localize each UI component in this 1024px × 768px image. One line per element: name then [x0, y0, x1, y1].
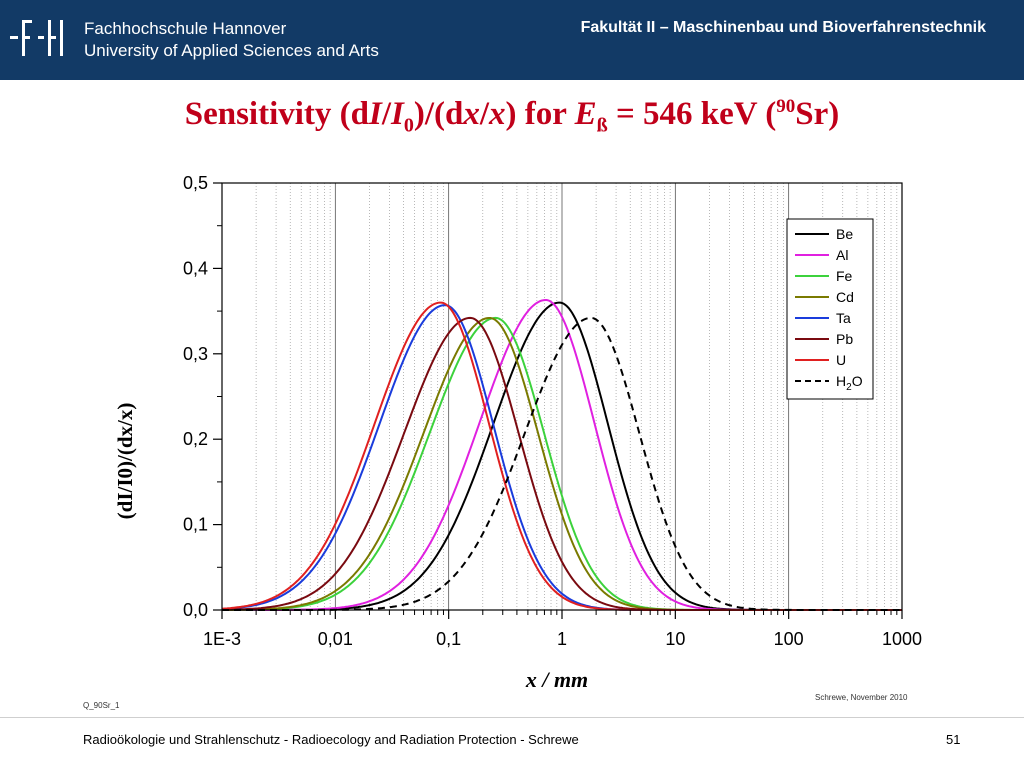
x-tick-label: 0,01	[318, 629, 353, 649]
y-axis-label: (dI/I0)/(dx/x)	[113, 403, 137, 520]
chart: 1E-3 0,01 0,1 1 10 100 10000,00,10,20,30,40,5 …	[113, 173, 922, 692]
legend-label: Ta	[836, 310, 851, 326]
school-name: Fachhochschule Hannover University of Ap…	[84, 18, 379, 62]
y-tick-label: 0,2	[183, 429, 208, 449]
x-tick-label: 0,1	[436, 629, 461, 649]
x-tick-label: 1000	[882, 629, 922, 649]
title-mid2: /	[479, 96, 490, 132]
x-tick-label: 1E-3	[203, 629, 241, 649]
faculty-name: Fakultät II – Maschinenbau und Bioverfah…	[580, 19, 986, 36]
footer-text: Radioökologie und Strahlenschutz - Radio…	[83, 732, 579, 747]
title-x: x	[463, 96, 480, 132]
legend: Be Al Fe Cd Ta Pb U H2O	[786, 218, 874, 400]
title-mid: )/(d	[413, 96, 464, 132]
legend-label: Fe	[836, 268, 853, 284]
title-E: E	[574, 96, 597, 132]
university-logo	[10, 20, 63, 56]
title-prefix: Sensitivity (d	[184, 96, 370, 132]
y-tick-label: 0,1	[183, 515, 208, 535]
school-name-line2: University of Applied Sciences and Arts	[84, 41, 379, 60]
legend-label: Cd	[836, 289, 854, 305]
legend-label: Al	[836, 247, 848, 263]
title-slash: /	[381, 96, 392, 132]
title-x2: x	[489, 96, 506, 132]
title-E-sub: ß	[596, 114, 608, 137]
slide-code-label: Q_90Sr_1	[83, 701, 120, 710]
tick-layer: 1E-3 0,01 0,1 1 10 100 1000 0,0 0,1 0,2 0,3 0,4 0,5	[183, 173, 922, 649]
legend-box	[786, 218, 874, 400]
title-sup: 90	[776, 96, 796, 117]
x-tick-label: 1	[557, 629, 567, 649]
title-I0: I	[391, 96, 404, 132]
y-tick-label: 0,5	[183, 173, 208, 193]
legend-label: Pb	[836, 331, 853, 347]
x-tick-label: 100	[774, 629, 804, 649]
y-tick-label: 0,4	[183, 258, 208, 278]
title-energy: = 546 keV (	[607, 96, 777, 132]
footer-divider	[0, 717, 1024, 718]
credit-label: Schrewe, November 2010	[815, 693, 908, 702]
x-tick-label: 10	[665, 629, 685, 649]
title-sub0: 0	[403, 114, 414, 137]
legend-label: H2O	[836, 373, 863, 393]
header-bar: Fachhochschule Hannover University of Ap…	[0, 0, 1024, 80]
slide-title: Sensitivity (dI/I0)/(dx/x) for Eß = 546 …	[0, 96, 1024, 138]
title-end: Sr)	[795, 96, 840, 132]
school-name-line1: Fachhochschule Hannover	[84, 19, 287, 38]
page-number: 51	[946, 732, 961, 747]
x-axis-label: x / mm	[525, 667, 588, 692]
legend-label: U	[836, 352, 846, 368]
legend-label: Be	[836, 226, 853, 242]
y-tick-label: 0,3	[183, 344, 208, 364]
title-I: I	[369, 96, 382, 132]
title-mid3: ) for	[505, 96, 575, 132]
y-tick-label: 0,0	[183, 600, 208, 620]
